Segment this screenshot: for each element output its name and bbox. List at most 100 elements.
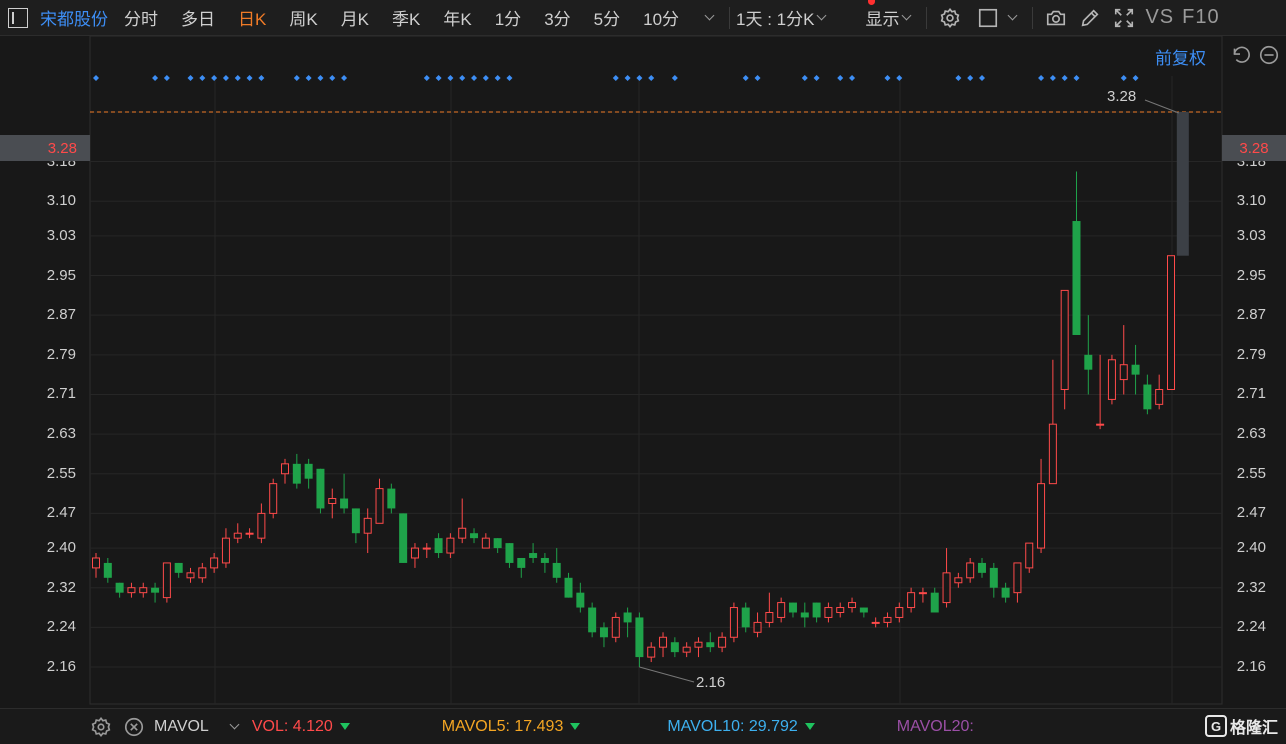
candle-body xyxy=(989,567,998,588)
candle-body xyxy=(883,616,892,623)
chevron-down-icon[interactable] xyxy=(704,10,715,21)
candle-body xyxy=(316,468,325,509)
min-price-label: 2.16 xyxy=(696,674,726,691)
tab-period-4[interactable]: 月K xyxy=(340,10,370,29)
candle-body xyxy=(351,508,360,534)
gear-icon[interactable] xyxy=(90,716,112,738)
candle-body xyxy=(1048,423,1057,485)
candle-body xyxy=(859,607,868,613)
layout-square-icon[interactable] xyxy=(975,5,1001,31)
pencil-icon[interactable] xyxy=(1077,5,1103,31)
chevron-down-icon[interactable] xyxy=(1008,10,1018,21)
volume-indicator-bar: MAVOL VOL: 4.120 MAVOL5: 17.493 MAVOL10:… xyxy=(0,708,1286,744)
signal-marker xyxy=(482,75,489,81)
signal-marker xyxy=(199,75,206,81)
tab-period-3[interactable]: 周K xyxy=(289,10,318,29)
candle-body xyxy=(871,621,880,624)
signal-marker xyxy=(884,75,891,81)
signal-marker xyxy=(742,75,749,81)
tab-period-0[interactable]: 分时 xyxy=(124,10,158,29)
kline-chart[interactable]: 3.283.183.103.032.952.872.792.712.632.55… xyxy=(0,36,1286,708)
candle-body xyxy=(292,463,301,484)
signal-marker xyxy=(163,75,170,81)
candle-body xyxy=(139,587,148,594)
signal-marker xyxy=(754,75,761,81)
signal-marker xyxy=(93,75,99,81)
candle-body xyxy=(788,602,797,613)
signal-marker xyxy=(211,75,218,81)
y-tick-label: 2.32 xyxy=(46,578,76,596)
signal-marker xyxy=(447,75,454,81)
candle-body xyxy=(848,602,857,609)
candle-body xyxy=(659,636,668,648)
candle-body xyxy=(1143,384,1152,410)
candle-body xyxy=(753,621,762,633)
candle-body xyxy=(729,607,738,638)
kline-plot[interactable] xyxy=(0,36,1286,708)
candle-body xyxy=(930,592,939,613)
candle-body xyxy=(576,592,585,608)
candle-body xyxy=(103,562,112,578)
signal-marker xyxy=(837,75,844,81)
stock-name[interactable]: 宋都股份 xyxy=(40,10,108,29)
down-arrow-icon xyxy=(804,723,815,730)
candle-body xyxy=(682,646,691,653)
tab-period-9[interactable]: 5分 xyxy=(593,10,621,29)
tab-period-5[interactable]: 季K xyxy=(392,10,421,29)
vs-button[interactable]: VS xyxy=(1145,6,1175,28)
camera-icon[interactable] xyxy=(1043,5,1069,31)
display-menu[interactable]: 显示 xyxy=(865,10,900,29)
max-leader-line xyxy=(1144,99,1179,114)
candle-body xyxy=(340,498,349,509)
zoom-out-icon[interactable] xyxy=(1258,44,1280,66)
chevron-down-icon[interactable] xyxy=(817,10,827,21)
indicator-name[interactable]: MAVOL xyxy=(154,717,209,735)
tab-period-6[interactable]: 年K xyxy=(443,10,472,29)
y-tick-label: 2.16 xyxy=(1236,658,1266,675)
mavol20-label: MAVOL20: xyxy=(896,717,974,735)
tab-period-7[interactable]: 1分 xyxy=(494,10,522,29)
candle-body xyxy=(434,538,443,554)
chevron-down-icon[interactable] xyxy=(902,10,912,21)
fullscreen-icon[interactable] xyxy=(1111,5,1137,31)
multi-period-select[interactable]: 1天 : 1分K xyxy=(736,10,815,29)
candle-body xyxy=(210,557,219,569)
y-tick-label: 2.71 xyxy=(1236,385,1266,403)
tab-period-8[interactable]: 3分 xyxy=(544,10,571,29)
candle-body xyxy=(540,557,549,563)
candle-body xyxy=(375,488,384,524)
signal-marker xyxy=(187,75,194,81)
signal-marker xyxy=(222,75,229,81)
signal-marker xyxy=(1038,75,1045,81)
y-tick-label: 3.03 xyxy=(46,226,76,244)
watermark-logo-icon: G xyxy=(1205,715,1227,737)
adjust-mode-button[interactable]: 前复权 xyxy=(1155,49,1206,68)
y-tick-label: 3.10 xyxy=(46,192,76,210)
candle-body xyxy=(174,562,183,573)
vol-value: VOL: 4.120 xyxy=(252,718,350,736)
candle-body xyxy=(517,557,526,568)
candle-body xyxy=(505,543,514,563)
f10-button[interactable]: F10 xyxy=(1182,6,1220,28)
y-tick-label: 2.95 xyxy=(1236,266,1266,284)
panel-toggle-icon[interactable] xyxy=(8,7,28,28)
tab-period-1[interactable]: 多日 xyxy=(181,10,215,29)
signal-marker xyxy=(152,75,159,81)
y-tick-label: 2.63 xyxy=(46,425,76,443)
close-icon[interactable] xyxy=(123,716,145,738)
gear-icon[interactable] xyxy=(937,5,963,31)
chevron-down-icon[interactable] xyxy=(229,719,240,730)
candle-body xyxy=(127,587,136,594)
signal-marker xyxy=(1049,75,1056,81)
candle-body xyxy=(895,607,904,618)
candle-body xyxy=(918,592,927,595)
tab-period-2[interactable]: 日K xyxy=(238,10,267,29)
y-tick-label: 3.03 xyxy=(1236,226,1266,244)
last-price-tag-right: 3.28 xyxy=(1222,135,1286,161)
candle-body xyxy=(115,582,124,593)
undo-icon[interactable] xyxy=(1229,44,1251,66)
candle-body xyxy=(399,513,408,563)
chart-toolbar: 宋都股份 分时 多日 日K 周K 月K 季K 年K 1分 3分 5分 10分 1天 : 1分K 显示… xyxy=(0,0,1286,36)
y-tick-label: 2.40 xyxy=(1236,539,1266,557)
tab-period-10[interactable]: 10分 xyxy=(643,10,680,29)
